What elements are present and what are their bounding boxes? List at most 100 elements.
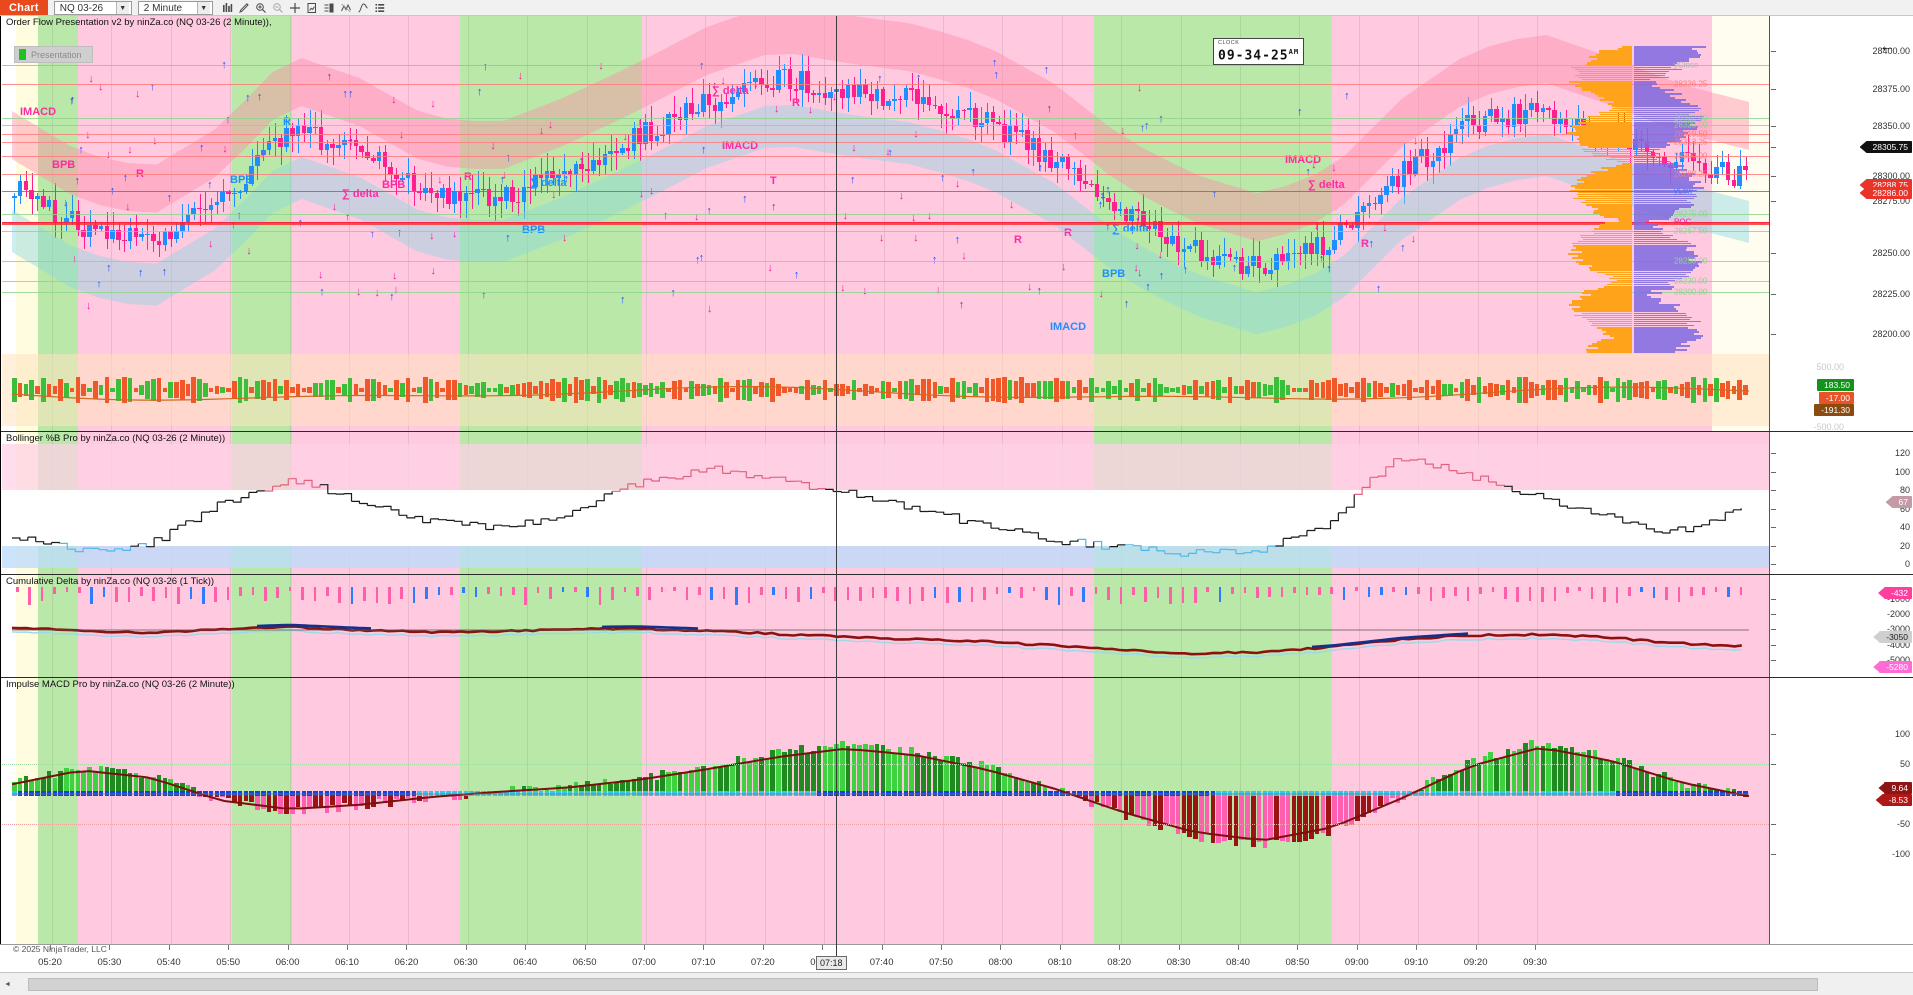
macd-impulse-dot: [701, 791, 706, 796]
candle-wick: [952, 108, 954, 131]
macd-histogram-bar: [116, 768, 121, 794]
macd-histogram-bar: [168, 779, 173, 794]
macd-impulse-dot: [1083, 791, 1088, 796]
volume-bar: [1141, 388, 1146, 392]
macd-impulse-dot: [753, 791, 758, 796]
zoom-in-icon[interactable]: [253, 0, 270, 16]
price-panel[interactable]: ↓↑↑↓↑↓↑↓↑↑↑↓↑↑↓↓↑↑↑↑↓↓↑↓↓↓↑↓↑↑↓↑↓↓↓↓↓↓↑↑…: [1, 16, 1913, 431]
impulse-macd-panel[interactable]: 100 50 -50 -100 9.64 -8.53 Impulse MACD Pro b…: [1, 678, 1913, 960]
delta-tick-bar: [797, 587, 800, 603]
candle-body: [614, 151, 619, 154]
macd-impulse-dot: [1106, 791, 1111, 796]
back-arrow-icon[interactable]: ←: [1879, 38, 1895, 55]
order-flow-up-arrow: ↑: [96, 278, 102, 291]
macd-histogram-bar: [162, 778, 168, 794]
new-chart-icon[interactable]: [304, 0, 321, 16]
chevron-down-icon[interactable]: ▼: [115, 2, 129, 14]
presentation-button[interactable]: Presentation: [14, 46, 93, 63]
time-axis-tick: [1416, 945, 1418, 950]
delta-tick-bar: [995, 587, 999, 594]
scroll-left-icon[interactable]: ◄: [4, 980, 11, 988]
candle-body: [1337, 222, 1343, 240]
chart-template-icon[interactable]: [321, 0, 338, 16]
candle-body: [1222, 253, 1227, 257]
volume-profile-bar-buy: [1575, 246, 1632, 249]
time-axis-tick: [1000, 945, 1002, 950]
chart-annotation: R: [283, 116, 291, 128]
volume-bar: [787, 387, 793, 393]
macd-impulse-dot: [1517, 791, 1522, 796]
bollinger-percent-b-line: [12, 458, 1742, 557]
volume-profile-bar-buy: [1591, 171, 1632, 173]
candle-body: [463, 192, 469, 201]
price-level-line: [2, 261, 1769, 262]
macd-impulse-dot: [1152, 791, 1158, 796]
impulse-macd-axis[interactable]: 100 50 -50 -100 9.64 -8.53: [1769, 678, 1913, 960]
drawing-tools-icon[interactable]: [236, 0, 253, 16]
macd-impulse-dot: [1216, 791, 1221, 796]
bollinger-panel[interactable]: 120 100 80 60 40 20 0 67 Bollinger %B Pro by ni…: [1, 432, 1913, 574]
cumulative-delta-axis[interactable]: -1000-2000-3000-4000-5000-432-3050-5280: [1769, 575, 1913, 677]
strategies-icon[interactable]: [355, 0, 372, 16]
candle-body: [1326, 250, 1331, 255]
order-flow-icon[interactable]: [372, 0, 389, 16]
bollinger-plot[interactable]: [2, 432, 1769, 574]
interval-select[interactable]: 2 Minute ▼: [137, 1, 213, 15]
data-series-icon[interactable]: [219, 0, 236, 16]
price-axis[interactable]: 28400.0028375.0028350.0028325.0028300.00…: [1769, 16, 1913, 431]
price-level-line: [2, 191, 1769, 192]
candle-body: [1424, 149, 1430, 167]
vertical-gridline: [111, 678, 113, 960]
volume-bar: [978, 386, 984, 394]
price-plot[interactable]: ↓↑↑↓↑↓↑↓↑↑↑↓↑↑↓↓↑↑↑↑↓↓↑↓↓↓↑↓↑↑↓↑↓↓↓↓↓↓↑↑…: [2, 16, 1769, 431]
delta-tick-bar: [1206, 587, 1209, 593]
macd-impulse-dot: [1546, 791, 1551, 796]
time-axis-tick: [228, 945, 230, 950]
volume-bar: [93, 381, 98, 399]
vertical-gridline: [289, 678, 291, 960]
scrollbar-thumb[interactable]: [28, 977, 1818, 991]
macd-histogram-bar: [1488, 751, 1494, 794]
volume-profile-bar-sell: [1634, 87, 1661, 89]
macd-histogram-bar: [1164, 794, 1169, 824]
order-flow-up-arrow: ↑: [1043, 63, 1050, 76]
cumulative-delta-panel[interactable]: -1000-2000-3000-4000-5000-432-3050-5280 …: [1, 575, 1913, 677]
time-axis-tick: [1356, 945, 1358, 950]
candle-wick: [66, 201, 68, 232]
candle-body: [1245, 265, 1250, 275]
bollinger-axis[interactable]: 120 100 80 60 40 20 0 67: [1769, 432, 1913, 574]
impulse-macd-plot[interactable]: [2, 678, 1769, 960]
chart-canvas[interactable]: ↓↑↑↓↑↓↑↓↑↑↑↓↑↑↓↓↑↑↑↑↓↓↑↓↓↓↑↓↑↑↓↑↓↓↓↓↓↓↑↑…: [0, 16, 1913, 960]
indicators-icon[interactable]: [338, 0, 355, 16]
volume-profile-bar-sell: [1634, 261, 1703, 263]
instrument-select[interactable]: NQ 03-26 ▼: [53, 1, 132, 15]
delta-tick-bar: [859, 587, 862, 601]
order-flow-up-arrow: ↑: [700, 143, 707, 156]
cumulative-delta-badge: -432: [1883, 587, 1912, 599]
order-flow-up-arrow: ↑: [1037, 161, 1043, 174]
time-axis[interactable]: 05:20 05:30 05:40 05:50 06:00 06:10 06:20 06:30…: [0, 944, 1913, 972]
macd-impulse-dot: [1552, 791, 1557, 796]
volume-bar: [1054, 378, 1059, 402]
horizontal-scrollbar[interactable]: ◄: [0, 972, 1913, 995]
macd-impulse-dot: [12, 791, 17, 796]
zoom-out-icon[interactable]: [270, 0, 287, 16]
chevron-down-icon-2[interactable]: ▼: [196, 2, 210, 14]
volume-profile-bar-buy: [1571, 66, 1632, 69]
price-level-label: POC: [1674, 217, 1692, 227]
volume-bar: [874, 387, 880, 393]
order-flow-down-arrow: ↓: [842, 210, 849, 223]
macd-histogram-bar: [232, 794, 237, 803]
crosshair-icon[interactable]: [287, 0, 304, 16]
macd-impulse-dot: [608, 791, 613, 796]
order-flow-up-arrow: ↑: [1135, 216, 1141, 227]
volume-profile-bar-sell: [1634, 93, 1683, 95]
price-axis-tick-label: 28375.00: [1872, 84, 1910, 94]
cumulative-delta-plot[interactable]: [2, 575, 1769, 677]
chart-tab[interactable]: Chart: [0, 0, 48, 15]
macd-histogram-bar: [1459, 770, 1465, 794]
candle-body: [492, 196, 498, 206]
macd-histogram-bar: [1702, 784, 1708, 794]
volume-profile-bar-buy: [1581, 87, 1632, 89]
volume-bar: [596, 376, 602, 404]
